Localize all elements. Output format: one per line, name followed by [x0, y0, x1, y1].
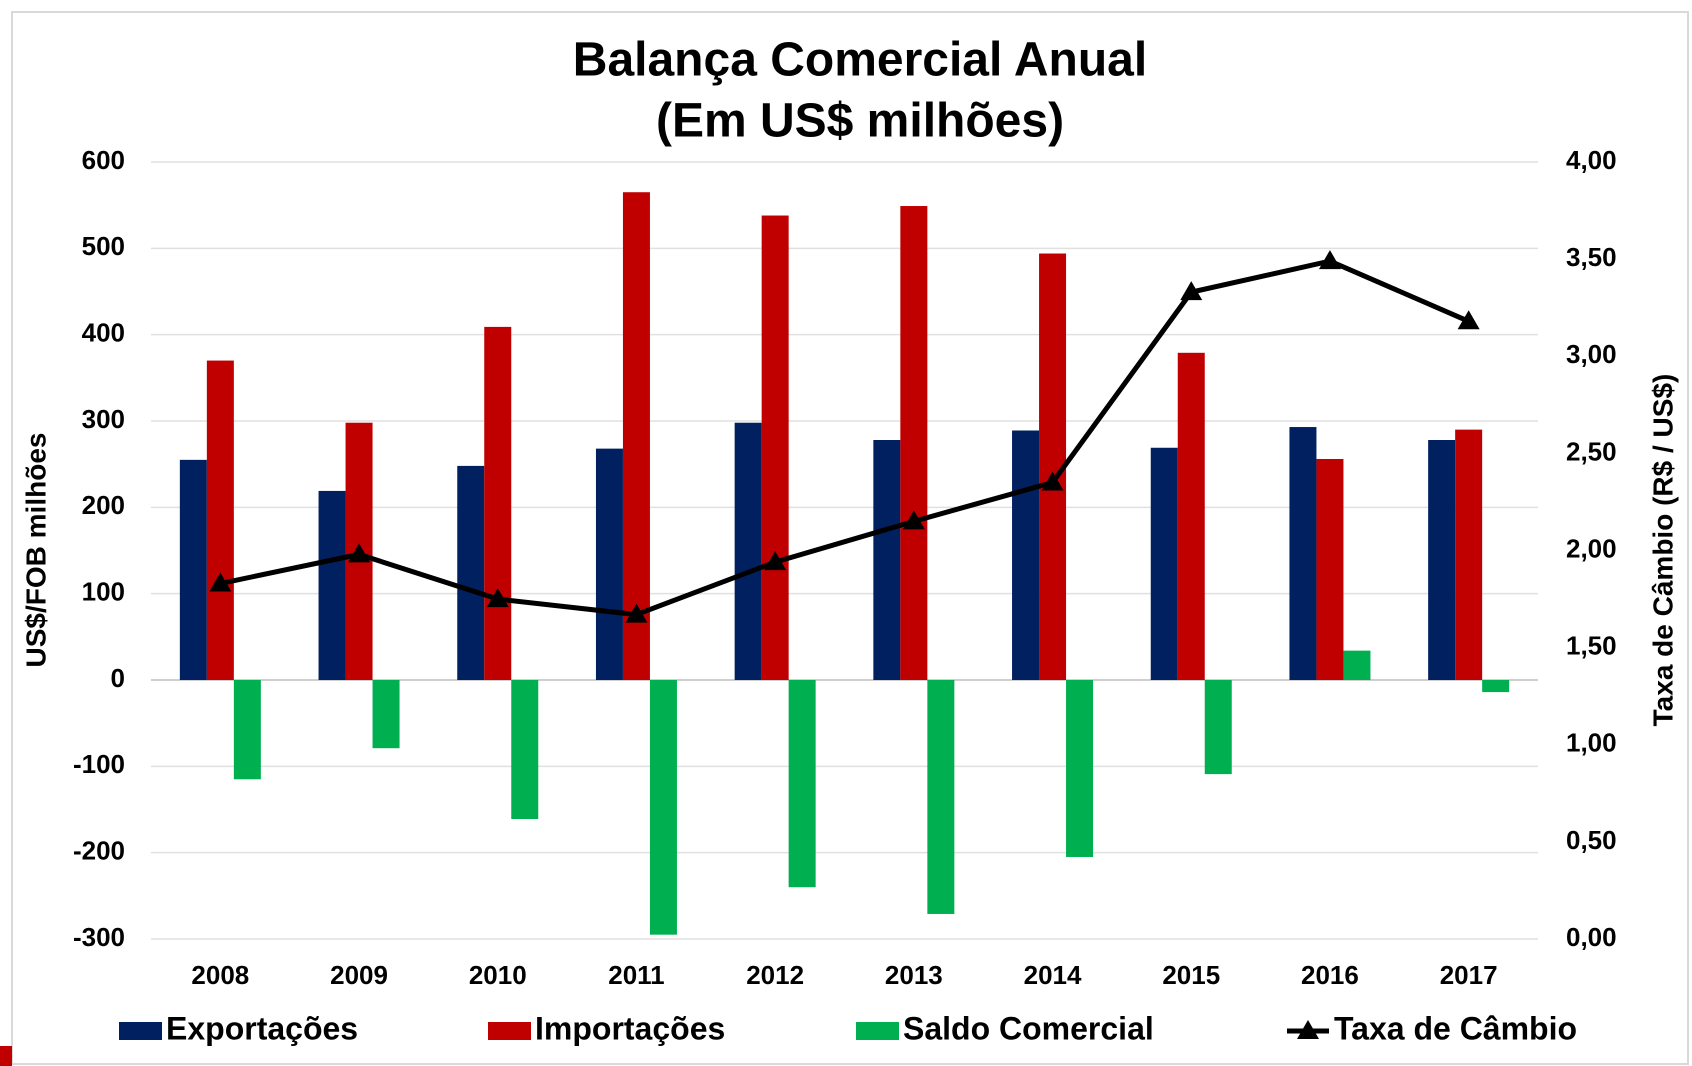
- y2-tick-label: 3,50: [1566, 242, 1617, 272]
- y-tick-label: -300: [73, 922, 125, 952]
- bar: [649, 680, 677, 935]
- x-tick-label: 2015: [1162, 960, 1220, 990]
- bar: [1066, 680, 1094, 857]
- y-axis-label: US$/FOB milhões: [20, 433, 51, 668]
- legend-label: Importações: [535, 1010, 725, 1046]
- bar: [233, 680, 261, 780]
- y-tick-label: 300: [82, 404, 125, 434]
- marker: [902, 510, 925, 530]
- y2-tick-label: 0,50: [1566, 825, 1617, 855]
- y-tick-label: 100: [82, 577, 125, 607]
- x-tick-label: 2011: [608, 960, 664, 990]
- marker: [209, 572, 232, 592]
- x-tick-label: 2017: [1440, 960, 1498, 990]
- legend-label: Exportações: [166, 1010, 358, 1046]
- y-tick-label: 600: [82, 145, 125, 175]
- y-tick-label: 400: [82, 318, 125, 348]
- bar: [511, 680, 539, 819]
- legend-swatch: [1297, 1020, 1319, 1039]
- chart-title: (Em US$ milhões): [656, 95, 1064, 148]
- y-tick-label: -200: [73, 836, 125, 866]
- y2-tick-label: 4,00: [1566, 145, 1617, 175]
- x-tick-label: 2008: [191, 960, 249, 990]
- bar: [622, 192, 650, 680]
- bar: [900, 206, 928, 680]
- marker: [1318, 250, 1341, 270]
- y2-tick-label: 0,00: [1566, 922, 1617, 952]
- x-tick-label: 2014: [1024, 960, 1082, 990]
- bar: [1455, 429, 1483, 680]
- bar: [761, 215, 789, 680]
- y2-axis-label: Taxa de Câmbio (R$ / US$): [1647, 374, 1678, 727]
- marker: [764, 551, 787, 571]
- bar: [734, 422, 762, 680]
- bar: [372, 680, 400, 749]
- y-tick-label: 200: [82, 490, 125, 520]
- y2-tick-label: 2,50: [1566, 436, 1617, 466]
- bar: [1204, 680, 1232, 775]
- x-tick-label: 2009: [330, 960, 388, 990]
- corner-mark: [0, 1046, 12, 1066]
- marker: [1180, 281, 1203, 301]
- bar: [484, 326, 512, 680]
- bar: [318, 490, 346, 680]
- marker: [348, 543, 371, 563]
- x-tick-label: 2016: [1301, 960, 1359, 990]
- bar: [873, 439, 901, 680]
- legend-label: Taxa de Câmbio: [1334, 1010, 1577, 1046]
- bar: [1012, 430, 1040, 680]
- y2-tick-label: 1,00: [1566, 728, 1617, 758]
- y-tick-label: 500: [82, 231, 125, 261]
- x-tick-label: 2013: [885, 960, 943, 990]
- bar: [595, 448, 623, 680]
- bar: [1316, 458, 1344, 680]
- bar: [1428, 439, 1456, 680]
- bar: [1482, 680, 1510, 693]
- bar: [1177, 352, 1205, 680]
- y-tick-label: 0: [111, 663, 125, 693]
- bar: [1150, 447, 1178, 680]
- legend-swatch: [856, 1022, 899, 1040]
- chart-title: Balança Comercial Anual: [573, 34, 1147, 87]
- bar: [457, 465, 485, 680]
- y2-tick-label: 2,00: [1566, 533, 1617, 563]
- bar: [1343, 650, 1371, 680]
- bar: [206, 360, 234, 680]
- bar: [1289, 427, 1317, 680]
- marker: [1457, 310, 1480, 330]
- y-tick-label: -100: [73, 749, 125, 779]
- line: [219, 258, 1470, 618]
- chart-border: [11, 11, 1689, 1065]
- bar: [179, 459, 207, 680]
- legend-label: Saldo Comercial: [903, 1010, 1154, 1046]
- y2-tick-label: 1,50: [1566, 631, 1617, 661]
- bar: [927, 680, 955, 914]
- legend-swatch: [119, 1022, 162, 1040]
- marker: [486, 588, 509, 608]
- marker: [625, 603, 648, 623]
- marker: [1041, 471, 1064, 491]
- bar: [788, 680, 816, 888]
- legend-swatch: [488, 1022, 531, 1040]
- x-tick-label: 2010: [469, 960, 527, 990]
- x-tick-label: 2012: [746, 960, 804, 990]
- y2-tick-label: 3,00: [1566, 339, 1617, 369]
